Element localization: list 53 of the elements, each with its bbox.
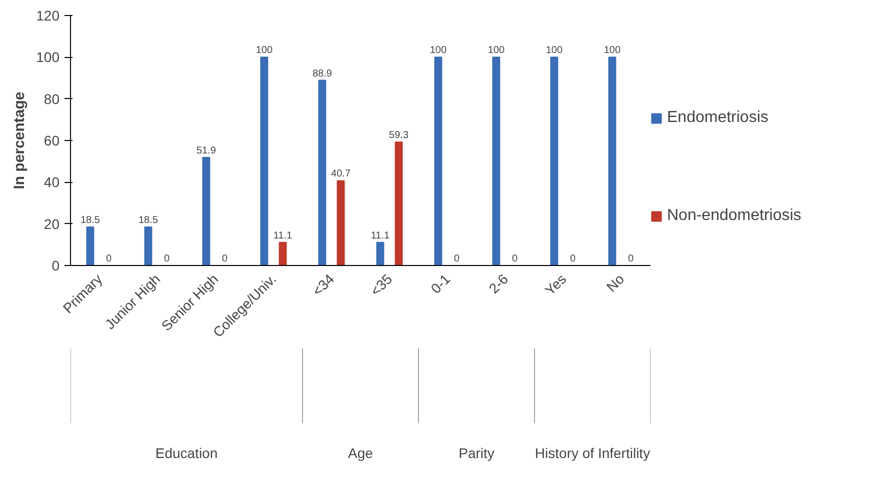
data-label: 100: [604, 45, 621, 56]
bar: [394, 141, 403, 266]
legend-label: Endometriosis: [667, 109, 768, 127]
text: Parity: [458, 445, 494, 462]
data-label: 18.5: [138, 214, 158, 226]
bar: [202, 156, 210, 266]
bar: [550, 56, 558, 266]
legend-label: Non-endometriosis: [667, 207, 802, 225]
y-tick-label: 40: [44, 174, 60, 190]
data-label: 100: [430, 45, 447, 56]
bar: [260, 56, 268, 266]
data-label: 0: [222, 254, 228, 264]
x-tick-label: 2-6: [486, 270, 512, 296]
bar: [492, 56, 500, 266]
y-tick-label: 100: [36, 49, 60, 66]
x-tick-label: <35: [367, 270, 396, 299]
bar: [608, 56, 616, 266]
data-label: 0: [628, 254, 634, 264]
data-label: 100: [256, 45, 273, 56]
bar: [278, 242, 287, 266]
data-label: 11.1: [370, 230, 390, 242]
y-tick-label: 20: [44, 216, 60, 232]
x-tick-label: <34: [309, 270, 338, 299]
y-axis-title: In percentage: [11, 92, 28, 190]
data-label: 51.9: [196, 145, 216, 156]
bar: [434, 56, 442, 266]
text: Education: [155, 445, 218, 462]
text: History of Infertility: [534, 445, 650, 462]
data-label: 100: [488, 45, 505, 56]
data-label: 0: [164, 254, 170, 264]
y-tick-label: 60: [44, 132, 60, 148]
bar: [86, 226, 94, 266]
data-label: 100: [546, 45, 563, 56]
x-tick-label: 0-1: [428, 270, 454, 296]
y-tick-label: 0: [52, 258, 60, 274]
data-label: 0: [570, 254, 576, 264]
x-tick-label: No: [603, 270, 628, 295]
data-label: 11.1: [273, 230, 293, 242]
y-tick-label: 120: [36, 8, 60, 24]
data-label: 59.3: [389, 130, 409, 141]
data-label: 40.7: [331, 168, 351, 180]
bar: [318, 80, 326, 266]
bar: [336, 180, 345, 266]
data-label: 0: [106, 254, 112, 264]
bar: [144, 226, 152, 266]
data-label: 88.9: [312, 68, 332, 80]
x-tick-label: Yes: [542, 270, 570, 298]
text: Age: [348, 445, 374, 462]
bar: [376, 242, 384, 266]
data-label: 0: [512, 254, 518, 264]
data-label: 18.5: [80, 214, 100, 226]
y-tick-label: 80: [44, 90, 60, 107]
data-label: 0: [454, 254, 460, 264]
